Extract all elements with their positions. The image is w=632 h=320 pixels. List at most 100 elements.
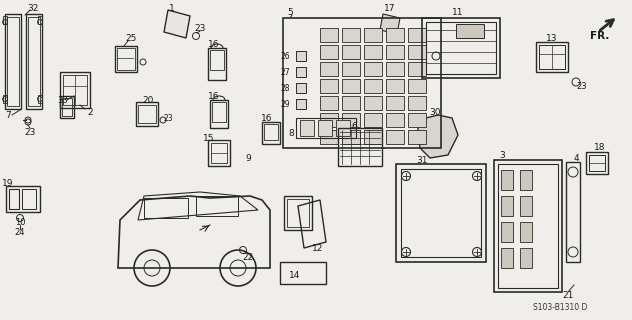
- Text: 18: 18: [594, 142, 605, 151]
- Text: 24: 24: [15, 228, 25, 236]
- Bar: [408, 79, 426, 93]
- Bar: [342, 79, 360, 93]
- Bar: [338, 128, 382, 166]
- Bar: [364, 62, 382, 76]
- Text: 15: 15: [204, 133, 215, 142]
- Bar: [300, 120, 314, 136]
- Text: 5: 5: [287, 7, 293, 17]
- Bar: [364, 130, 382, 144]
- Bar: [386, 62, 404, 76]
- Bar: [196, 196, 238, 216]
- Bar: [364, 96, 382, 110]
- Text: 25: 25: [125, 34, 137, 43]
- Bar: [498, 164, 558, 288]
- Bar: [386, 96, 404, 110]
- Polygon shape: [380, 14, 400, 34]
- Bar: [296, 83, 306, 93]
- Bar: [566, 162, 580, 262]
- Bar: [144, 198, 188, 218]
- Text: 23: 23: [576, 82, 587, 91]
- Bar: [396, 164, 486, 262]
- Bar: [386, 79, 404, 93]
- Bar: [26, 14, 42, 109]
- Text: 30: 30: [429, 108, 441, 116]
- Text: 8: 8: [288, 129, 294, 138]
- Bar: [136, 102, 158, 126]
- Text: 21: 21: [562, 291, 574, 300]
- Bar: [342, 113, 360, 127]
- Text: 7: 7: [5, 110, 11, 119]
- Bar: [342, 28, 360, 42]
- Bar: [426, 22, 496, 74]
- Text: 3: 3: [499, 150, 505, 159]
- Bar: [386, 45, 404, 59]
- Bar: [117, 48, 135, 70]
- Text: FR.: FR.: [590, 31, 610, 41]
- Bar: [28, 17, 40, 106]
- Text: 16: 16: [209, 92, 220, 100]
- Bar: [320, 62, 338, 76]
- Bar: [320, 79, 338, 93]
- Bar: [336, 120, 350, 136]
- Text: 17: 17: [384, 4, 396, 12]
- Bar: [501, 222, 513, 242]
- Polygon shape: [418, 115, 458, 158]
- Text: 16: 16: [209, 39, 220, 49]
- Bar: [342, 130, 360, 144]
- Bar: [287, 199, 309, 227]
- Text: 32: 32: [27, 4, 39, 12]
- Text: 23: 23: [24, 127, 35, 137]
- Bar: [320, 113, 338, 127]
- Bar: [296, 118, 356, 138]
- Bar: [408, 130, 426, 144]
- Bar: [38, 95, 42, 103]
- Polygon shape: [164, 10, 190, 38]
- Text: 13: 13: [546, 34, 558, 43]
- Bar: [3, 95, 7, 103]
- Bar: [456, 24, 484, 38]
- Bar: [63, 75, 87, 105]
- Bar: [9, 189, 19, 209]
- Bar: [520, 248, 532, 268]
- Bar: [320, 45, 338, 59]
- Text: 20: 20: [142, 95, 154, 105]
- Text: 33: 33: [58, 95, 68, 105]
- Bar: [208, 48, 226, 80]
- Bar: [342, 96, 360, 110]
- Bar: [386, 113, 404, 127]
- Bar: [520, 196, 532, 216]
- Bar: [364, 79, 382, 93]
- Bar: [320, 130, 338, 144]
- Bar: [408, 113, 426, 127]
- Bar: [62, 98, 72, 116]
- Bar: [589, 155, 605, 171]
- Bar: [264, 124, 278, 140]
- Text: 28: 28: [281, 84, 290, 92]
- Bar: [6, 186, 40, 212]
- Bar: [38, 16, 42, 24]
- Bar: [408, 96, 426, 110]
- Bar: [501, 170, 513, 190]
- Bar: [364, 45, 382, 59]
- Bar: [60, 72, 90, 108]
- Bar: [284, 196, 312, 230]
- Bar: [364, 113, 382, 127]
- Bar: [212, 102, 226, 122]
- Text: 16: 16: [261, 114, 273, 123]
- Text: 14: 14: [289, 271, 301, 281]
- Text: 29: 29: [281, 100, 290, 108]
- Text: 31: 31: [416, 156, 428, 164]
- Bar: [262, 122, 280, 144]
- Bar: [210, 100, 228, 128]
- Bar: [536, 42, 568, 72]
- Bar: [401, 169, 481, 257]
- Bar: [318, 120, 332, 136]
- Bar: [520, 222, 532, 242]
- Bar: [138, 105, 156, 123]
- Text: 4: 4: [573, 154, 579, 163]
- Text: 26: 26: [281, 52, 290, 60]
- Bar: [501, 196, 513, 216]
- Bar: [422, 18, 500, 78]
- Text: 23: 23: [194, 23, 205, 33]
- Bar: [280, 262, 326, 284]
